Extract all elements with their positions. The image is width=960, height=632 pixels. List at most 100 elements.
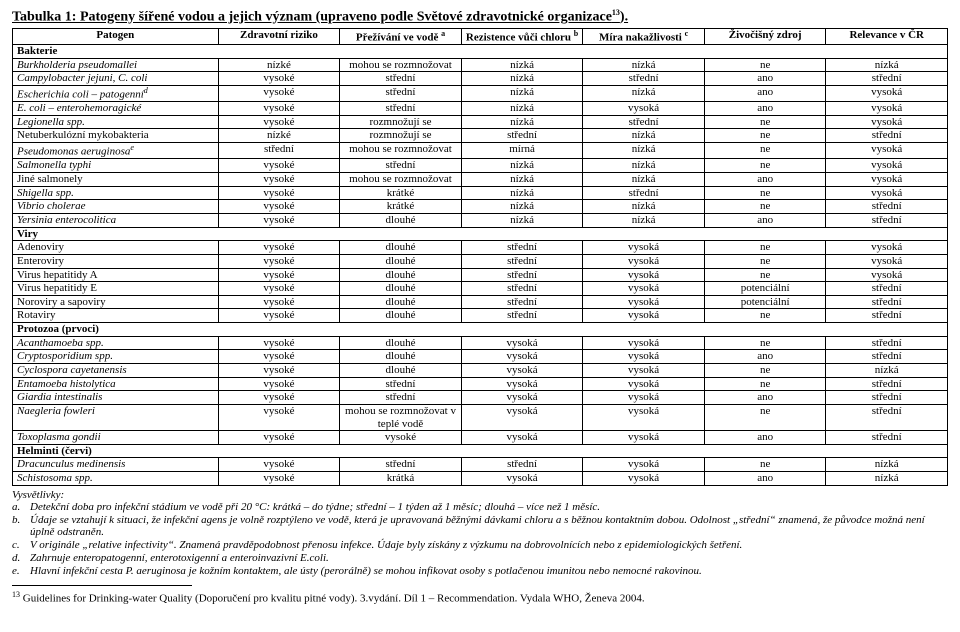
footnote-sup: 13 (12, 590, 20, 599)
cell: vysoké (340, 431, 462, 445)
cell: ne (704, 241, 826, 255)
table-row: Adenoviryvysokédlouhéstřednívysokánevyso… (13, 241, 948, 255)
table-row: E. coli – enterohemoragickévysokéstřední… (13, 102, 948, 116)
table-row: Campylobacter jejuni, C. colivysokéstřed… (13, 72, 948, 86)
cell: vysoké (218, 391, 340, 405)
cell: vysoká (583, 377, 705, 391)
cell: ne (704, 364, 826, 378)
cell: vysoká (583, 431, 705, 445)
cell: dlouhé (340, 350, 462, 364)
cell: vysoké (218, 115, 340, 129)
cell: vysoké (218, 377, 340, 391)
title-end: ). (620, 10, 628, 25)
table-row: Enteroviryvysokédlouhéstřednívysokánevys… (13, 254, 948, 268)
cell: nízká (461, 186, 583, 200)
cell: krátké (340, 186, 462, 200)
table-title: Tabulka 1: Patogeny šířené vodou a jejic… (12, 8, 948, 26)
cell: ne (704, 200, 826, 214)
cell: vysoká (461, 472, 583, 486)
cell: nízká (583, 143, 705, 159)
cell: střední (340, 159, 462, 173)
cell: střední (340, 391, 462, 405)
cell: vysoká (461, 377, 583, 391)
cell: vysoké (218, 404, 340, 430)
cell: vysoká (583, 350, 705, 364)
cell: vysoká (826, 85, 948, 101)
pathogen-name: Adenoviry (13, 241, 219, 255)
cell: nízká (583, 129, 705, 143)
cell: vysoké (218, 254, 340, 268)
cell: vysoké (218, 85, 340, 101)
cell: ne (704, 377, 826, 391)
table-row: Salmonella typhivysokéstřednínízkánízkán… (13, 159, 948, 173)
table-row: Burkholderia pseudomalleinízkémohou se r… (13, 58, 948, 72)
table-head: PatogenZdravotní rizikoPřežívání ve vodě… (13, 28, 948, 44)
pathogen-name: Shigella spp. (13, 186, 219, 200)
cell: nízká (583, 213, 705, 227)
cell: mírná (461, 143, 583, 159)
cell: nízká (461, 200, 583, 214)
pathogen-name: E. coli – enterohemoragické (13, 102, 219, 116)
cell: dlouhé (340, 364, 462, 378)
column-header: Rezistence vůči chloru b (461, 28, 583, 44)
cell: nízká (826, 58, 948, 72)
pathogen-name: Netuberkulózní mykobakteria (13, 129, 219, 143)
cell: střední (826, 377, 948, 391)
cell: dlouhé (340, 268, 462, 282)
note-line: a.Detekční doba pro infekční stádium ve … (12, 501, 948, 513)
cell: vysoké (218, 159, 340, 173)
footnote: 13 Guidelines for Drinking-water Quality… (12, 590, 948, 605)
cell: střední (340, 102, 462, 116)
cell: dlouhé (340, 336, 462, 350)
cell: nízká (461, 115, 583, 129)
section-label: Helminti (červi) (13, 444, 948, 458)
cell: vysoké (218, 186, 340, 200)
cell: střední (826, 129, 948, 143)
cell: rozmnožují se (340, 115, 462, 129)
cell: vysoké (218, 173, 340, 187)
cell: ano (704, 391, 826, 405)
header-row: PatogenZdravotní rizikoPřežívání ve vodě… (13, 28, 948, 44)
pathogen-name: Dracunculus medinensis (13, 458, 219, 472)
cell: střední (826, 282, 948, 296)
cell: vysoká (826, 268, 948, 282)
cell: nízká (461, 85, 583, 101)
cell: ano (704, 85, 826, 101)
cell: vysoká (461, 431, 583, 445)
cell: střední (340, 72, 462, 86)
cell: střední (461, 241, 583, 255)
pathogen-table: PatogenZdravotní rizikoPřežívání ve vodě… (12, 28, 948, 486)
cell: ne (704, 458, 826, 472)
note-line: b.Údaje se vztahují k situaci, že infekč… (12, 514, 948, 538)
cell: vysoká (583, 102, 705, 116)
cell: ne (704, 254, 826, 268)
table-row: Pseudomonas aeruginosaestřednímohou se r… (13, 143, 948, 159)
cell: vysoké (218, 472, 340, 486)
cell: střední (461, 282, 583, 296)
cell: vysoké (218, 336, 340, 350)
cell: dlouhé (340, 282, 462, 296)
cell: střední (340, 458, 462, 472)
cell: vysoká (826, 241, 948, 255)
pathogen-name: Noroviry a sapoviry (13, 295, 219, 309)
cell: vysoké (218, 309, 340, 323)
cell: nízká (826, 364, 948, 378)
cell: střední (461, 458, 583, 472)
cell: střední (461, 295, 583, 309)
cell: střední (461, 309, 583, 323)
column-header: Zdravotní riziko (218, 28, 340, 44)
cell: střední (583, 186, 705, 200)
cell: nízké (218, 129, 340, 143)
table-row: Netuberkulózní mykobakterianízkérozmnožu… (13, 129, 948, 143)
cell: mohou se rozmnožovat v teplé vodě (340, 404, 462, 430)
table-body: BakterieBurkholderia pseudomalleinízkémo… (13, 44, 948, 485)
cell: vysoká (826, 102, 948, 116)
table-row: Legionella spp.vysokérozmnožují senízkás… (13, 115, 948, 129)
cell: nízká (583, 173, 705, 187)
cell: vysoké (218, 241, 340, 255)
cell: ne (704, 58, 826, 72)
pathogen-name: Salmonella typhi (13, 159, 219, 173)
title-sup: 13 (612, 8, 620, 17)
cell: nízká (461, 102, 583, 116)
cell: vysoké (218, 213, 340, 227)
